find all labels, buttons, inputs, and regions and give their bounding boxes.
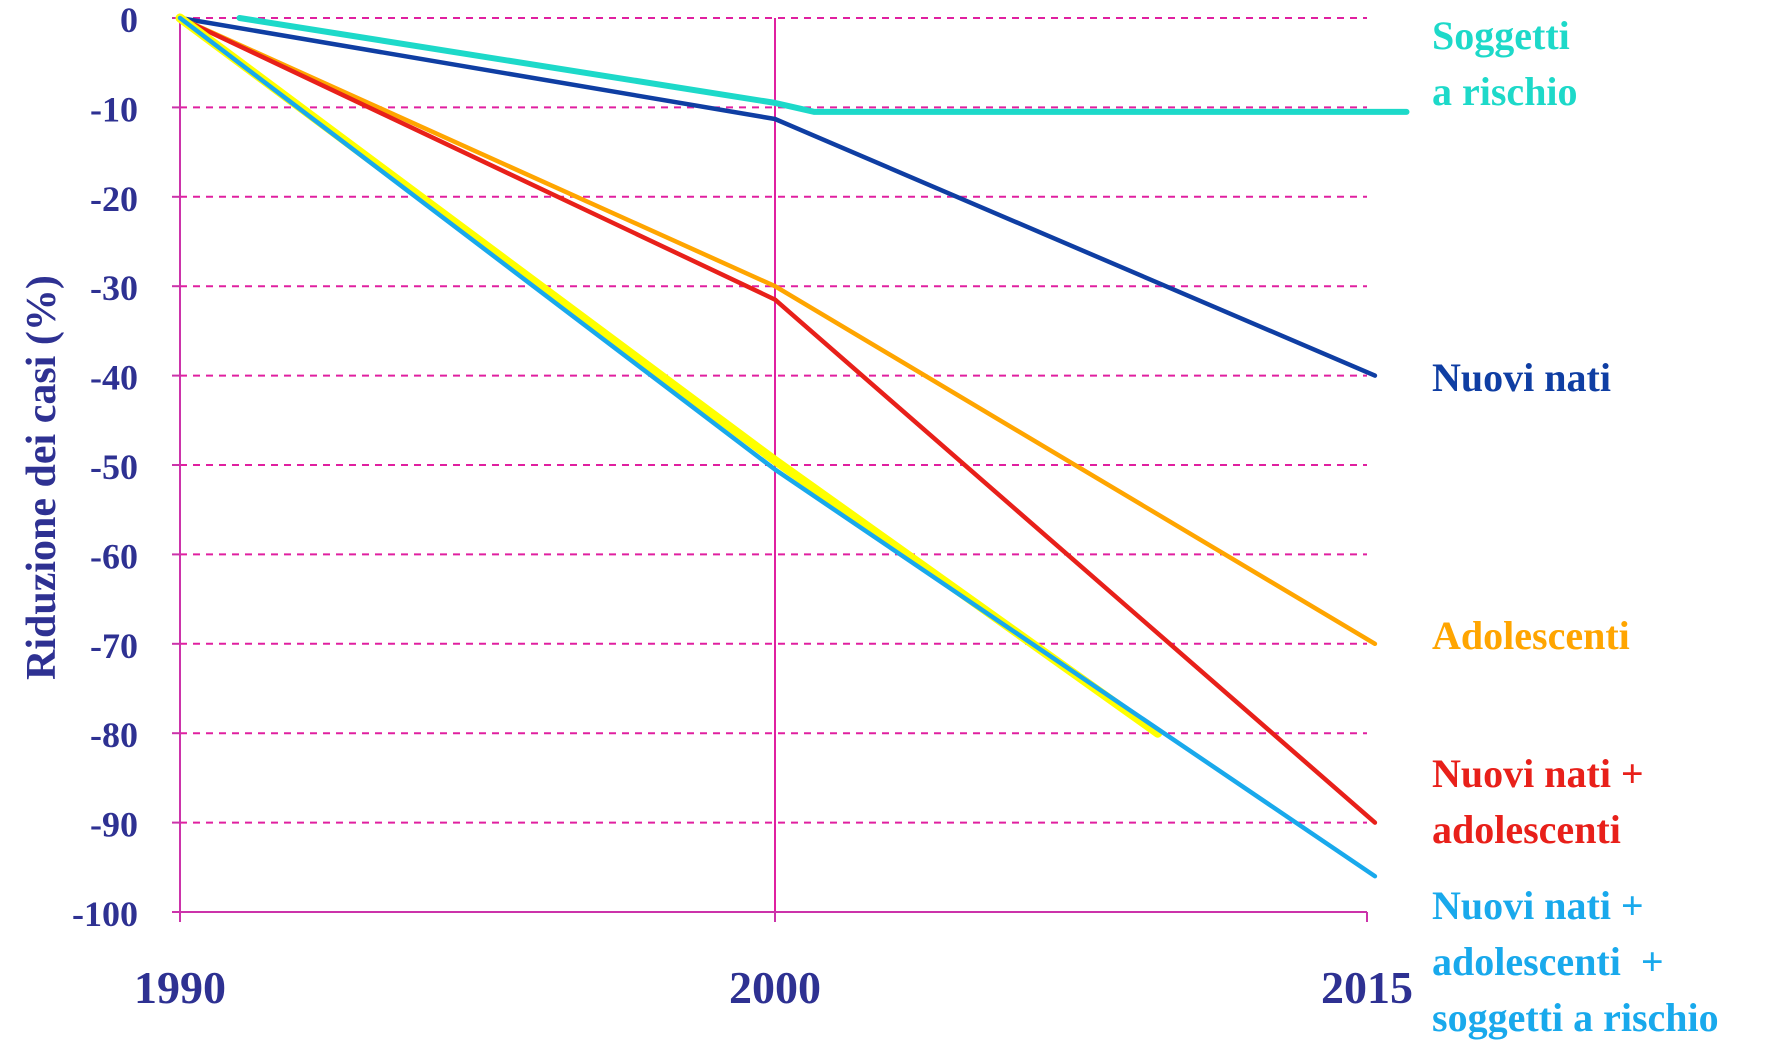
series-label: Nuovi nati: [1432, 350, 1611, 406]
y-tick-label: -50: [90, 447, 138, 487]
series-line: [236, 15, 1410, 115]
series-label: Adolescenti: [1432, 608, 1630, 664]
x-tick-label: 2015: [1321, 962, 1413, 1013]
series-label-line: Nuovi nati +: [1432, 751, 1644, 796]
series-line: [177, 15, 1378, 647]
series-label-line: adolescenti +: [1432, 939, 1664, 984]
series-label-line: Adolescenti: [1432, 613, 1630, 658]
series-line: [177, 15, 1378, 879]
y-tick-label: -10: [90, 89, 138, 129]
y-tick-label: -20: [90, 179, 138, 219]
series-line: [177, 15, 1378, 378]
y-tick-label: -80: [90, 715, 138, 755]
x-tick-label: 1990: [134, 962, 226, 1013]
y-tick-label: -30: [90, 268, 138, 308]
series-label: Nuovi nati + adolescenti: [1432, 746, 1644, 858]
x-tick-labels: 1990 2000 2015: [134, 962, 1413, 1013]
axes: [172, 16, 1368, 922]
series-line: [177, 15, 1378, 825]
series-label: Nuovi nati + adolescenti + soggetti a risc…: [1432, 878, 1719, 1046]
series-label-line: adolescenti: [1432, 807, 1621, 852]
y-tick-label: -60: [90, 536, 138, 576]
y-tick-label: -90: [90, 805, 138, 845]
x-tick-label: 2000: [729, 962, 821, 1013]
y-tick-label: -70: [90, 626, 138, 666]
series-lines: [175, 13, 1410, 879]
series-label-line: Soggetti: [1432, 13, 1570, 58]
series-label-line: soggetti a rischio: [1432, 995, 1719, 1040]
series-label-line: a rischio: [1432, 69, 1578, 114]
series-label: Soggetti a rischio: [1432, 8, 1578, 120]
y-axis-label: Riduzione dei casi (%): [19, 275, 65, 680]
y-tick-label: -40: [90, 358, 138, 398]
y-tick-label: 0: [120, 0, 138, 40]
y-tick-labels: 0 -10 -20 -30 -40 -50 -60 -70 -80 -90 -100: [72, 0, 138, 934]
series-label-line: Nuovi nati +: [1432, 883, 1644, 928]
y-tick-label: -100: [72, 894, 138, 934]
series-label-line: Nuovi nati: [1432, 355, 1611, 400]
